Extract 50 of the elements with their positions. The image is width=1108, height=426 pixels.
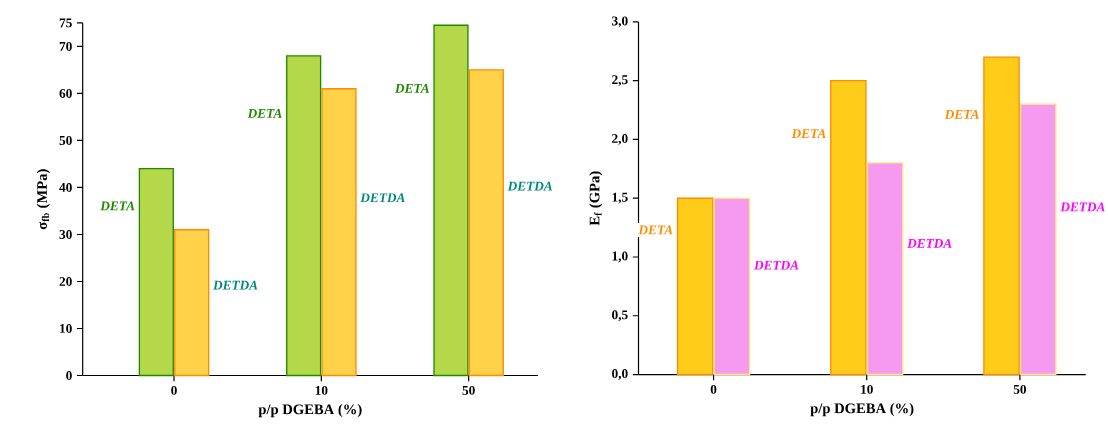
y-tick-label: 10	[60, 323, 72, 333]
bar	[286, 55, 322, 377]
x-tick-label: 0	[171, 385, 177, 395]
y-tick-label: 40	[59, 182, 72, 192]
y-tick-label: 20	[59, 276, 72, 286]
x-axis-title: p/p DGEBA (%)	[810, 402, 914, 417]
x-tick-label: 10	[315, 385, 328, 395]
y-tick-label: 0,0	[612, 368, 628, 380]
y-tick-label: 30	[59, 229, 72, 239]
bar	[713, 197, 751, 376]
text: DETDA	[1060, 202, 1105, 212]
series-label: DETA	[638, 225, 673, 235]
x-tick-label: 0	[710, 384, 717, 394]
y-tick-label: 1,0	[612, 251, 628, 263]
series-label: DETDA	[753, 260, 799, 270]
y-axis-title: E$_{f}$ (GPa)	[589, 171, 603, 226]
y-tick-label: 70	[59, 41, 72, 51]
bar	[174, 228, 210, 377]
x-axis-title: p/p DGEBA (%)	[258, 403, 362, 418]
series-label: DETDA	[212, 280, 258, 290]
text: DETA	[791, 129, 826, 138]
text: DETDA	[907, 238, 952, 248]
y-tick-label: 50	[59, 135, 72, 145]
bar	[433, 24, 469, 377]
series-label: DETA	[100, 201, 135, 211]
y-tick-label: 0,5	[612, 310, 628, 322]
y-tick-label: 0	[66, 370, 72, 380]
y-tick-label: 2,0	[612, 133, 628, 145]
y-tick-label: 1,5	[612, 192, 628, 204]
x-tick-label: 50	[1013, 384, 1027, 394]
text: DETA	[944, 109, 979, 119]
bar	[830, 79, 867, 376]
bar	[468, 69, 504, 377]
x-tick-label: 50	[462, 385, 475, 395]
bar	[1019, 103, 1057, 376]
bar	[138, 167, 174, 377]
text: DETDA	[507, 181, 553, 191]
text: DETDA	[360, 193, 405, 202]
y-tick-label: 75	[59, 18, 72, 28]
text: DETA	[247, 108, 282, 118]
y-axis-title: σ$_{fb}$ (MPa)	[36, 169, 50, 230]
bar	[983, 56, 1020, 376]
y-tick-label: 60	[59, 88, 72, 98]
y-tick-label: 3,0	[612, 16, 628, 28]
bar	[321, 87, 357, 377]
x-tick-label: 10	[861, 384, 873, 394]
text: DETA	[394, 83, 430, 93]
y-tick-label: 2,5	[612, 75, 628, 86]
bar	[676, 197, 714, 376]
bar	[866, 162, 904, 376]
